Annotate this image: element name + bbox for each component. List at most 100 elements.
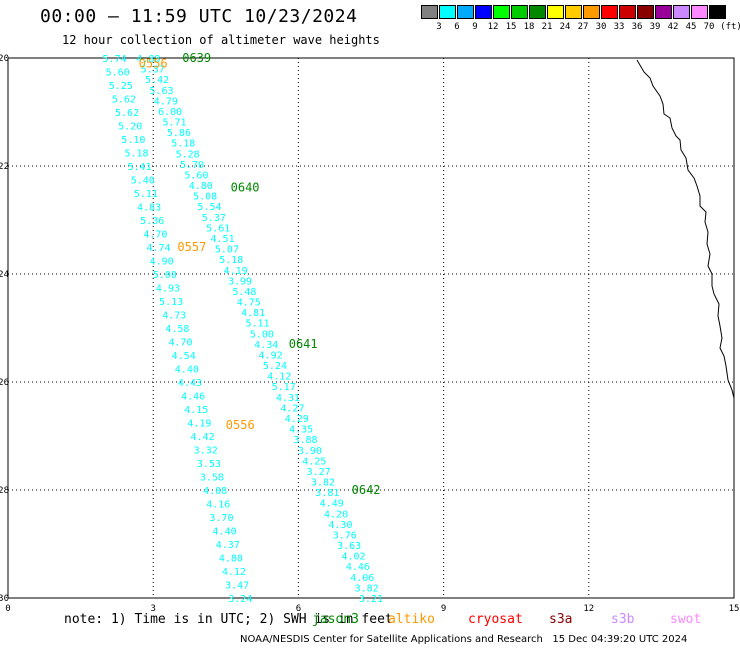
y-tick-label: -28 bbox=[0, 486, 9, 496]
swh-value-label: 5.17 bbox=[272, 382, 296, 393]
legend-item-swot: swot bbox=[670, 612, 702, 627]
scale-label: 18 bbox=[523, 22, 535, 32]
swh-value-label: 4.46 bbox=[346, 562, 370, 573]
scale-swatch bbox=[583, 5, 600, 19]
pass-time-label: 0557 bbox=[177, 240, 206, 254]
legend-item-altiko: altiko bbox=[388, 612, 435, 627]
swh-value-label: 5.25 bbox=[109, 81, 133, 92]
swh-value-label: 4.73 bbox=[162, 311, 186, 322]
swh-value-label: 4.46 bbox=[181, 392, 205, 403]
scale-swatch bbox=[439, 5, 456, 19]
swh-value-label: 5.18 bbox=[124, 149, 148, 160]
swh-value-label: 4.15 bbox=[184, 405, 208, 416]
pass-time-label: 0641 bbox=[289, 337, 318, 351]
scale-label: 45 bbox=[685, 22, 697, 32]
scale-label: 33 bbox=[613, 22, 625, 32]
scale-swatch bbox=[565, 5, 582, 19]
swh-value-label: 4.02 bbox=[341, 552, 365, 563]
scale-label: 12 bbox=[487, 22, 499, 32]
swh-value-label: 5.24 bbox=[263, 361, 287, 372]
swh-value-label: 5.11 bbox=[245, 319, 269, 330]
scale-label: 27 bbox=[577, 22, 589, 32]
y-tick-label: -20 bbox=[0, 54, 9, 64]
swh-value-label: 4.70 bbox=[168, 338, 192, 349]
swh-value-label: 4.54 bbox=[172, 351, 196, 362]
swh-value-label: 5.48 bbox=[232, 287, 256, 298]
legend-item-s3b: s3b bbox=[611, 612, 635, 627]
swh-value-label: 4.51 bbox=[211, 234, 235, 245]
swh-value-label: 4.12 bbox=[267, 372, 291, 383]
swh-value-label: 3.90 bbox=[298, 446, 322, 457]
swh-value-label: 4.83 bbox=[137, 203, 161, 214]
swh-value-label: 4.30 bbox=[328, 520, 352, 531]
swh-value-label: 3.27 bbox=[307, 467, 331, 478]
y-tick-label: -22 bbox=[0, 162, 9, 172]
swh-value-label: 4.90 bbox=[150, 257, 174, 268]
legend-item-jason3: jason3 bbox=[312, 612, 359, 627]
y-tick-label: -24 bbox=[0, 270, 9, 280]
swh-value-label: 4.35 bbox=[289, 425, 313, 436]
swh-value-label: 3.47 bbox=[225, 581, 249, 592]
scale-swatch bbox=[691, 5, 708, 19]
scale-swatch bbox=[619, 5, 636, 19]
scale-label: 21 bbox=[541, 22, 553, 32]
swh-value-label: 4.08 bbox=[203, 486, 227, 497]
x-tick-label: 12 bbox=[583, 604, 594, 614]
swh-value-label: 3.76 bbox=[333, 530, 357, 541]
scale-label: 70 bbox=[703, 22, 715, 32]
scale-unit: (ft) bbox=[720, 22, 740, 32]
pass-time-label: 0642 bbox=[352, 483, 381, 497]
swh-value-label: 5.42 bbox=[145, 75, 169, 86]
swh-value-label: 5.00 bbox=[250, 329, 274, 340]
scale-label: 3 bbox=[436, 22, 442, 32]
scale-swatch bbox=[529, 5, 546, 19]
scale-swatch bbox=[457, 5, 474, 19]
swh-value-label: 5.11 bbox=[134, 189, 158, 200]
swh-value-label: 4.80 bbox=[219, 554, 243, 565]
swh-value-label: 4.19 bbox=[187, 419, 211, 430]
scale-label: 15 bbox=[505, 22, 517, 32]
scale-swatch bbox=[421, 5, 438, 19]
swh-value-label: 5.36 bbox=[140, 216, 164, 227]
swh-value-label: 5.74 bbox=[102, 54, 126, 65]
swh-value-label: 4.75 bbox=[237, 298, 261, 309]
plot-frame bbox=[7, 57, 735, 599]
swh-value-label: 3.81 bbox=[315, 488, 339, 499]
swh-value-label: 4.43 bbox=[178, 378, 202, 389]
swh-value-label: 5.28 bbox=[176, 149, 200, 160]
swh-value-label: 3.24 bbox=[228, 594, 252, 605]
legend-item-s3a: s3a bbox=[549, 612, 573, 627]
swh-value-label: 5.62 bbox=[112, 95, 136, 106]
swh-value-label: 4.40 bbox=[175, 365, 199, 376]
swh-value-label: 4.58 bbox=[165, 324, 189, 335]
swh-value-label: 4.79 bbox=[154, 96, 178, 107]
scale-swatch bbox=[493, 5, 510, 19]
swh-value-label: 4.12 bbox=[222, 567, 246, 578]
scale-label: 42 bbox=[667, 22, 679, 32]
swh-value-label: 3.58 bbox=[200, 473, 224, 484]
swh-value-label: 4.06 bbox=[350, 573, 374, 584]
swh-value-label: 4.27 bbox=[280, 403, 304, 414]
scale-swatch bbox=[475, 5, 492, 19]
swh-value-label: 4.31 bbox=[276, 393, 300, 404]
footer-note: note: 1) Time is in UTC; 2) SWH is in fe… bbox=[64, 612, 393, 627]
swh-value-label: 5.10 bbox=[121, 135, 145, 146]
scale-label: 6 bbox=[454, 22, 460, 32]
swh-value-label: 3.32 bbox=[194, 446, 218, 457]
swh-value-label: 4.88 bbox=[136, 54, 160, 65]
scale-swatch bbox=[709, 5, 726, 19]
swh-value-label: 5.37 bbox=[141, 65, 165, 76]
scale-swatch bbox=[637, 5, 654, 19]
swh-value-label: 5.62 bbox=[115, 108, 139, 119]
scale-swatch bbox=[547, 5, 564, 19]
swh-value-label: 5.40 bbox=[131, 176, 155, 187]
scale-label: 30 bbox=[595, 22, 607, 32]
swh-value-label: 5.60 bbox=[184, 170, 208, 181]
pass-time-label: 0639 bbox=[182, 51, 211, 65]
y-tick-label: -26 bbox=[0, 378, 9, 388]
swh-value-label: 5.13 bbox=[159, 297, 183, 308]
pass-time-label: 0640 bbox=[231, 181, 260, 195]
swh-value-label: 4.19 bbox=[224, 266, 248, 277]
swh-value-label: 4.74 bbox=[146, 243, 170, 254]
